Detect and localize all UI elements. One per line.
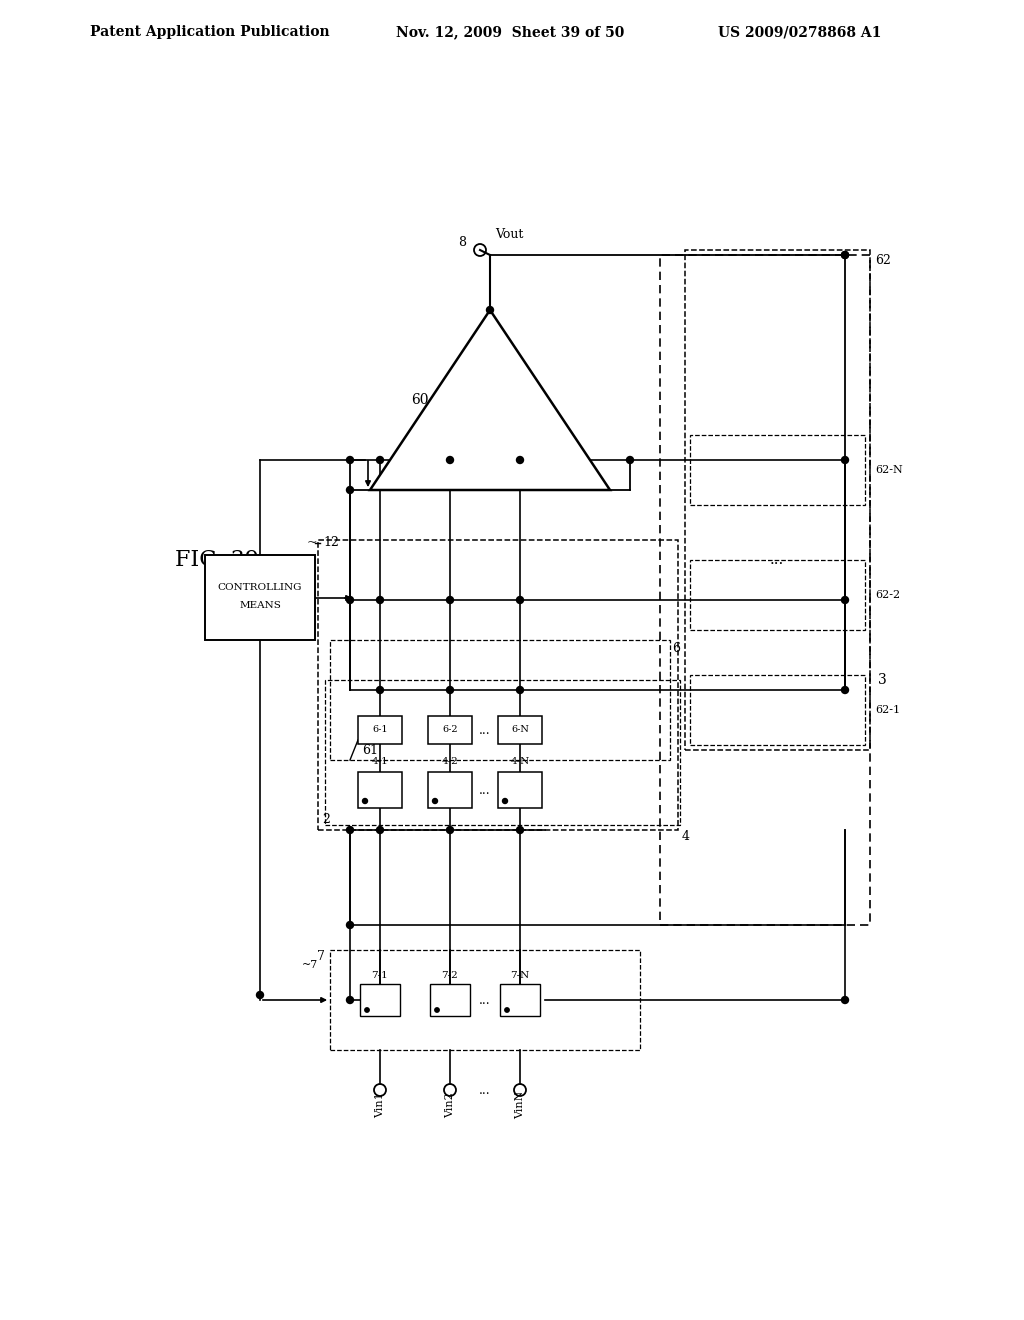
Circle shape — [516, 457, 523, 463]
Text: 8: 8 — [458, 235, 466, 248]
Circle shape — [842, 252, 849, 259]
Text: Vin1: Vin1 — [375, 1092, 385, 1118]
Bar — [360, 983, 400, 1016]
Bar — [428, 715, 472, 744]
Bar — [690, 436, 865, 506]
Bar — [498, 715, 542, 744]
Text: +: + — [386, 470, 398, 484]
Text: 6: 6 — [672, 642, 680, 655]
Text: 7-N: 7-N — [510, 972, 529, 981]
Circle shape — [346, 457, 353, 463]
Text: 4-1: 4-1 — [372, 758, 388, 767]
Text: 7-1: 7-1 — [372, 972, 388, 981]
Circle shape — [446, 686, 454, 693]
Circle shape — [377, 686, 384, 693]
Circle shape — [842, 997, 849, 1003]
Bar — [358, 715, 402, 744]
Text: 4: 4 — [682, 830, 690, 843]
Text: ...: ... — [770, 553, 784, 568]
Bar — [205, 554, 315, 640]
Text: 7: 7 — [317, 950, 325, 964]
Circle shape — [435, 1007, 439, 1012]
Circle shape — [516, 686, 523, 693]
Text: VinN: VinN — [515, 1090, 525, 1119]
Text: 61: 61 — [362, 743, 378, 756]
Circle shape — [486, 306, 494, 314]
Circle shape — [362, 799, 368, 804]
Circle shape — [842, 686, 849, 693]
Circle shape — [346, 997, 353, 1003]
Text: ...: ... — [479, 723, 490, 737]
Text: ...: ... — [479, 994, 490, 1006]
Text: 4-2: 4-2 — [441, 758, 459, 767]
Circle shape — [446, 826, 454, 833]
Text: 60: 60 — [412, 393, 429, 407]
Text: 6-2: 6-2 — [442, 726, 458, 734]
Bar — [330, 950, 640, 1049]
Text: Patent Application Publication: Patent Application Publication — [90, 25, 330, 40]
Text: −: − — [563, 469, 577, 486]
Circle shape — [516, 597, 523, 603]
Text: 62: 62 — [874, 253, 891, 267]
Circle shape — [346, 826, 353, 833]
Bar — [325, 680, 680, 825]
Circle shape — [346, 597, 353, 603]
Text: ~7: ~7 — [302, 960, 318, 970]
Text: 3: 3 — [878, 673, 887, 686]
Bar — [318, 540, 678, 830]
Circle shape — [446, 457, 454, 463]
Circle shape — [446, 597, 454, 603]
Text: 4-N: 4-N — [510, 758, 529, 767]
Bar — [430, 983, 470, 1016]
Text: Vout: Vout — [495, 228, 523, 242]
Text: US 2009/0278868 A1: US 2009/0278868 A1 — [718, 25, 882, 40]
Text: 6-N: 6-N — [511, 726, 529, 734]
Bar — [358, 772, 402, 808]
Text: Nov. 12, 2009  Sheet 39 of 50: Nov. 12, 2009 Sheet 39 of 50 — [396, 25, 625, 40]
Circle shape — [505, 1007, 509, 1012]
Polygon shape — [370, 310, 610, 490]
Circle shape — [432, 799, 437, 804]
Circle shape — [365, 1007, 370, 1012]
Bar — [428, 772, 472, 808]
Circle shape — [377, 597, 384, 603]
Bar — [500, 983, 540, 1016]
Bar — [690, 675, 865, 744]
Text: Vin2: Vin2 — [445, 1092, 455, 1118]
Circle shape — [346, 921, 353, 928]
Circle shape — [627, 457, 634, 463]
Circle shape — [377, 826, 384, 833]
Bar — [330, 640, 670, 760]
Bar — [660, 255, 870, 925]
Circle shape — [377, 457, 384, 463]
Text: CONTROLLING: CONTROLLING — [218, 583, 302, 593]
Bar — [690, 560, 865, 630]
Bar — [498, 772, 542, 808]
Text: MEANS: MEANS — [239, 602, 281, 610]
Text: 12: 12 — [323, 536, 339, 549]
Text: 62-N: 62-N — [874, 465, 903, 475]
Text: FIG. 39: FIG. 39 — [175, 549, 259, 572]
Text: 62-1: 62-1 — [874, 705, 900, 715]
Text: ...: ... — [479, 784, 490, 796]
Circle shape — [842, 457, 849, 463]
Text: 6-1: 6-1 — [372, 726, 388, 734]
Text: ~: ~ — [306, 536, 317, 549]
Bar — [685, 249, 870, 750]
Circle shape — [842, 252, 849, 259]
Text: 7-2: 7-2 — [441, 972, 459, 981]
Circle shape — [346, 487, 353, 494]
Circle shape — [842, 597, 849, 603]
Text: 2: 2 — [322, 813, 330, 826]
Text: 62-2: 62-2 — [874, 590, 900, 601]
Circle shape — [516, 826, 523, 833]
Text: ...: ... — [479, 1084, 490, 1097]
Circle shape — [503, 799, 508, 804]
Circle shape — [256, 991, 263, 998]
